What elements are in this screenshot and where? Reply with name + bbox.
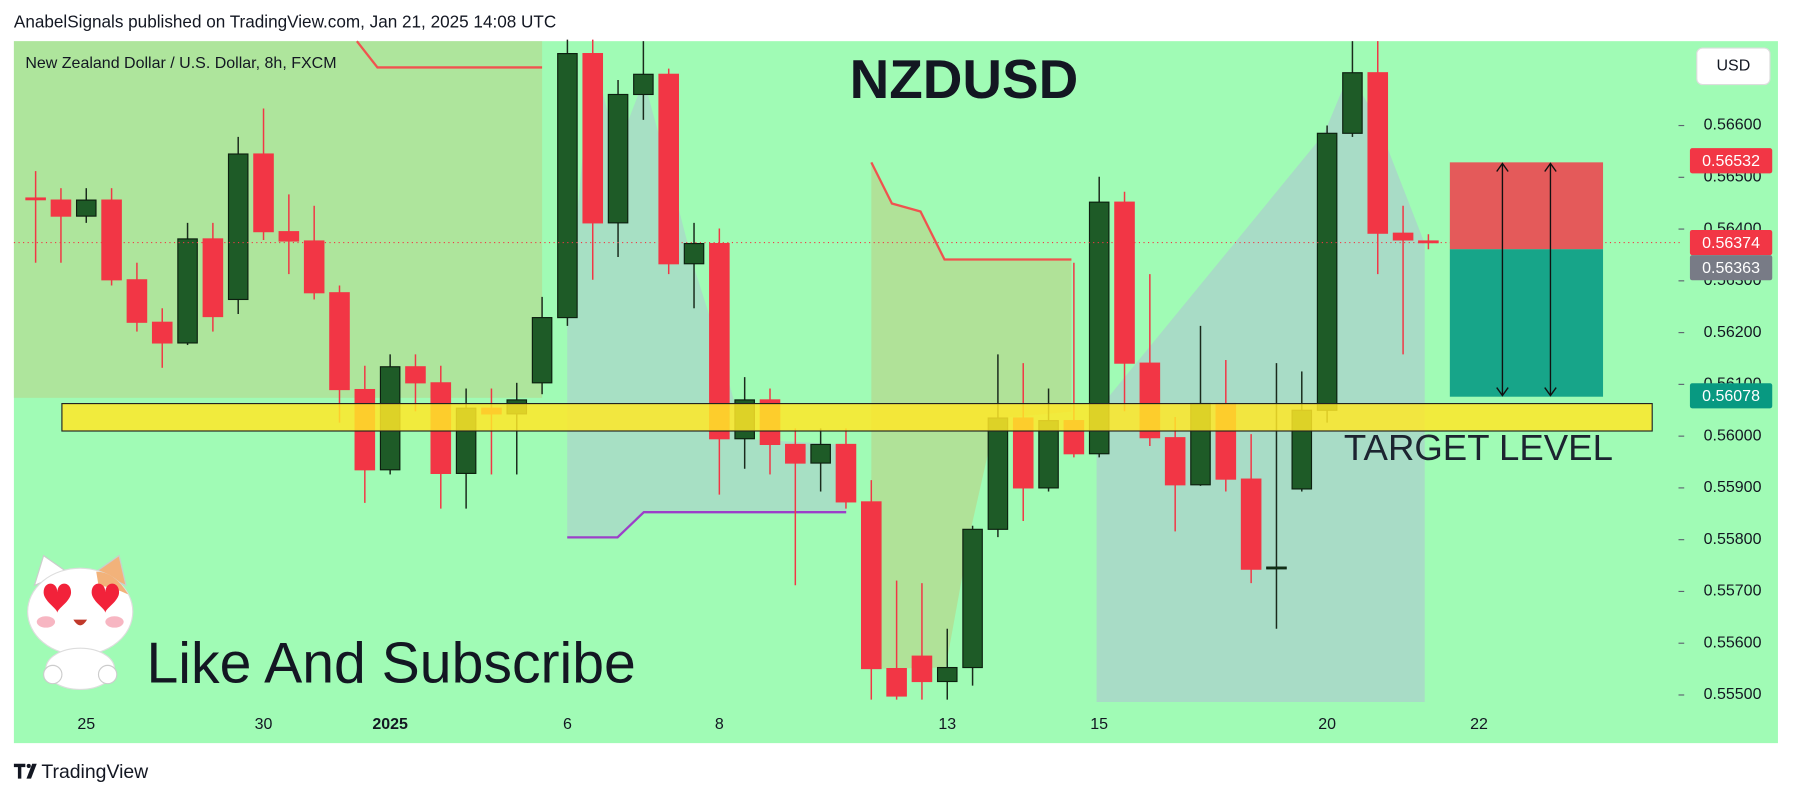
- candle-body: [101, 199, 122, 281]
- candle-body: [1316, 132, 1338, 411]
- candle-body: [709, 242, 730, 440]
- price-badge: [1689, 229, 1773, 256]
- price-badge-label: 0.56363: [1702, 260, 1760, 277]
- publish-header: AnabelSignals published on TradingView.c…: [14, 11, 556, 31]
- candle-body: [835, 443, 857, 503]
- candle-body: [987, 417, 1009, 530]
- candle-body: [25, 197, 46, 201]
- trend-line: [355, 40, 543, 69]
- y-tick-label: 0.55900: [1704, 479, 1762, 496]
- candle-body: [303, 240, 325, 294]
- candle-body: [1240, 478, 1262, 570]
- price-badge: [1689, 255, 1773, 281]
- candle-body: [75, 199, 97, 217]
- candle-body: [658, 73, 679, 265]
- candle-body: [607, 93, 629, 224]
- y-tick-label: 0.56600: [1704, 117, 1762, 134]
- currency-button[interactable]: [1696, 47, 1771, 86]
- candle-body: [227, 153, 249, 301]
- trend-line: [567, 511, 847, 539]
- shaded-zone: [1096, 73, 1425, 702]
- x-tick-label: 2025: [372, 716, 408, 733]
- x-tick-label: 25: [77, 716, 95, 733]
- candle-body: [151, 321, 173, 344]
- price-badge-label: 0.56078: [1702, 388, 1760, 405]
- price-badge: [1689, 148, 1773, 174]
- candle-body: [557, 53, 578, 319]
- candle-body: [1266, 566, 1287, 570]
- candle-body: [861, 501, 882, 670]
- range-arrows: [1496, 162, 1557, 397]
- candle-body: [911, 655, 933, 683]
- y-tick-label: 0.56200: [1704, 324, 1762, 341]
- price-badge: [1689, 383, 1773, 409]
- footer-brand: TradingView: [41, 761, 149, 783]
- candle-body: [1418, 240, 1439, 244]
- stop-zone: [1449, 162, 1604, 250]
- candle-body: [1088, 201, 1110, 455]
- candle-body: [177, 238, 198, 344]
- candle-body: [936, 666, 958, 683]
- symbol-info: New Zealand Dollar / U.S. Dollar, 8h, FX…: [25, 55, 336, 72]
- candle-body: [683, 242, 705, 265]
- candle-body: [1114, 201, 1135, 364]
- candle-body: [329, 292, 350, 391]
- candle-body: [1164, 437, 1186, 486]
- shaded-zone: [13, 41, 543, 398]
- candle-body: [202, 238, 224, 318]
- candle-body: [405, 366, 426, 384]
- cat-sticker: [27, 554, 134, 690]
- candle-body: [633, 73, 654, 96]
- target-band: [61, 403, 1653, 432]
- profit-zone: [1449, 249, 1604, 397]
- candle-body: [253, 153, 274, 233]
- candle-body: [1392, 232, 1414, 241]
- x-tick-label: 8: [715, 716, 724, 733]
- candle-body: [886, 668, 907, 697]
- x-tick-label: 15: [1090, 716, 1108, 733]
- candle-body: [531, 317, 553, 384]
- candle-body: [278, 231, 300, 242]
- candle-body: [810, 443, 831, 464]
- price-badge-label: 0.56374: [1702, 235, 1760, 252]
- candle-body: [962, 528, 983, 669]
- price-badge-label: 0.56532: [1702, 153, 1760, 170]
- currency-label: USD: [1716, 58, 1750, 75]
- overlays: [61, 162, 1653, 432]
- x-tick-label: 22: [1470, 716, 1488, 733]
- trend-line: [870, 161, 1072, 261]
- axes: 0.566000.565000.564000.563000.562000.561…: [77, 117, 1773, 733]
- candle-body: [582, 53, 604, 224]
- annotation: TARGET LEVEL: [1344, 427, 1613, 468]
- x-tick-label: 13: [938, 716, 956, 733]
- chart-title: NZDUSD: [850, 48, 1079, 110]
- x-tick-label: 20: [1318, 716, 1336, 733]
- footer-logo: [13, 763, 37, 779]
- candle-body: [126, 279, 148, 323]
- candle-body: [1367, 72, 1389, 234]
- y-tick-label: 0.56000: [1704, 427, 1762, 444]
- candle-body: [1342, 72, 1363, 134]
- x-tick-label: 6: [563, 716, 572, 733]
- x-tick-label: 30: [255, 716, 273, 733]
- candle-body: [50, 199, 72, 217]
- y-tick-label: 0.55600: [1704, 634, 1762, 651]
- candle-body: [785, 443, 806, 464]
- y-tick-label: 0.55500: [1704, 686, 1762, 703]
- y-tick-label: 0.55700: [1704, 583, 1762, 600]
- candles: [13, 39, 1681, 700]
- annotation: Like And Subscribe: [147, 632, 636, 696]
- y-tick-label: 0.55800: [1704, 531, 1762, 548]
